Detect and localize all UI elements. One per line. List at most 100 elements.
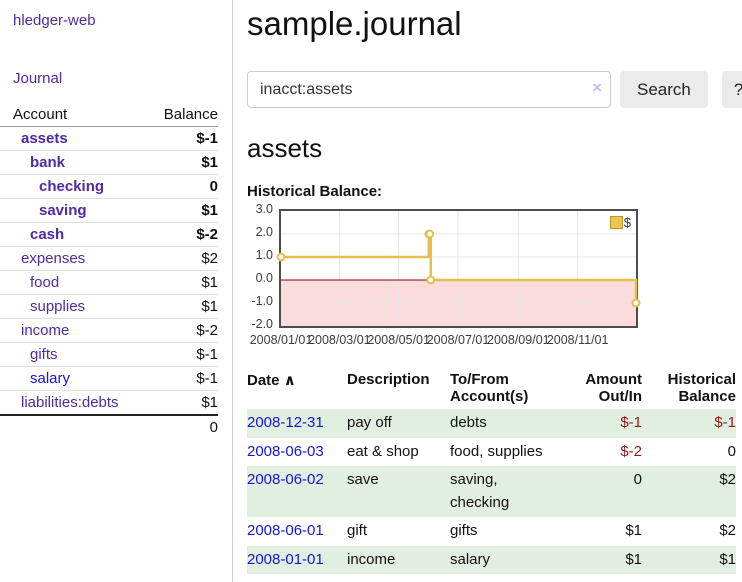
account-balance: $1 [201,274,218,291]
chart-title: Historical Balance: [247,183,383,201]
x-axis-tick-label: 2008/03/01 [308,333,371,348]
account-row: income $-2 [0,319,218,343]
transaction-balance: $2 [719,522,736,540]
accounts-table: Account Balance assets $-1 bank $1 checking 0… [0,103,218,439]
transaction-date-link[interactable]: 2008-06-01 [247,522,324,540]
account-balance: $-1 [196,130,218,147]
search-button[interactable]: Search [620,71,708,109]
col-header-amount: Amount Out/In [585,371,642,406]
account-balance: $-1 [196,346,218,363]
sidebar-account-expenses[interactable]: expenses [21,250,86,267]
account-balance: $-1 [196,370,218,387]
x-axis-tick-label: 2008/07/01 [426,333,490,348]
account-balance: $1 [201,394,218,411]
transaction-date-link[interactable]: 2008-12-31 [247,414,324,432]
transaction-amount: $1 [625,550,642,568]
historical-balance-chart: 3.0 2.0 1.0 0.0 -1.0 -2.0 $ 2008/01/01 2008/03… [247,202,742,353]
x-axis-tick-label: 2008/09/01 [487,333,550,348]
transaction-balance: $1 [719,550,736,568]
y-axis-tick-label: 1.0 [255,248,273,263]
y-axis-tick-label: -2.0 [251,317,273,332]
transaction-balance: 0 [727,442,736,460]
transaction-row: 2008-12-31 pay off debts $-1 $-1 [247,409,736,438]
x-axis-tick-label: 2008/11/01 [546,333,609,348]
sidebar-account-food[interactable]: food [30,274,60,291]
account-balance: $1 [201,298,218,315]
col-header-balance: Historical Balance [667,371,736,406]
sidebar-account-saving[interactable]: saving [39,202,87,219]
account-row: saving $1 [0,199,218,223]
transaction-amount: 0 [633,470,642,488]
transaction-row: 2008-06-02 save saving, checking 0 $2 [247,465,736,518]
account-row: gifts $-1 [0,343,218,367]
account-row: salary $-1 [0,367,218,391]
page-title: sample.journal [247,5,462,42]
register-table: Date ∧ Description To/From Account(s) Am… [247,369,736,574]
y-axis-tick-label: -1.0 [251,294,273,309]
account-row: checking 0 [0,175,218,199]
main-content: sample.journal × Search ? assets Histori… [233,0,742,574]
account-balance: $2 [201,250,218,267]
search-input[interactable] [247,71,611,109]
account-heading: assets [247,133,323,164]
transaction-date-link[interactable]: 2008-06-02 [247,470,324,488]
app-title-link[interactable]: hledger-web [13,12,96,29]
register-header-row: Date ∧ Description To/From Account(s) Am… [247,369,736,409]
sidebar-account-bank[interactable]: bank [30,154,66,171]
legend-swatch-icon [609,216,623,230]
transaction-description: income [347,550,396,568]
accounts-total: 0 [209,419,218,436]
account-balance: $-2 [196,322,218,339]
accounts-header-row: Account Balance [0,103,218,127]
account-balance: $-2 [196,226,218,243]
chart-plot-area[interactable]: $ [276,209,641,329]
sidebar: hledger-web Journal Account Balance asse… [0,0,233,582]
transaction-accounts: salary [450,550,491,568]
sidebar-item-journal[interactable]: Journal [13,70,63,87]
sidebar-account-cash[interactable]: cash [30,226,65,243]
accounts-total-row: 0 [0,415,218,439]
col-header-accounts: To/From Account(s) [450,371,529,406]
col-header-description: Description [347,371,430,389]
x-axis-tick-label: 2008/05/01 [367,333,430,348]
sidebar-account-gifts[interactable]: gifts [30,346,58,363]
chart-canvas [276,211,641,327]
sidebar-account-liabilities-debts[interactable]: liabilities:debts [21,394,119,411]
sidebar-account-supplies[interactable]: supplies [30,298,86,315]
transaction-accounts: food, supplies [450,442,543,460]
search-form: × Search ? [247,71,742,109]
accounts-header-balance: Balance [149,103,218,127]
sidebar-account-assets[interactable]: assets [21,130,68,147]
transaction-accounts: gifts [450,522,478,540]
transaction-row: 2008-01-01 income salary $1 $1 [247,545,736,574]
transaction-date-link[interactable]: 2008-06-03 [247,442,324,460]
transaction-balance: $2 [719,470,736,488]
search-input-wrap: × [247,71,611,109]
account-balance: $1 [201,202,218,219]
transaction-amount: $-2 [620,442,642,460]
clear-search-icon[interactable]: × [592,78,602,98]
y-axis-tick-label: 2.0 [255,225,273,240]
sidebar-account-salary[interactable]: salary [30,370,71,387]
transaction-row: 2008-06-01 gift gifts $1 $2 [247,517,736,545]
transaction-balance: $-1 [714,414,736,432]
help-button[interactable]: ? [721,71,742,109]
transaction-description: gift [347,522,368,540]
transaction-accounts: debts [450,414,487,432]
sidebar-account-checking[interactable]: checking [39,178,105,195]
account-row: assets $-1 [0,127,218,151]
chart-legend: $ [607,214,633,232]
legend-label: $ [623,215,631,231]
transaction-description: pay off [347,414,392,432]
col-header-date[interactable]: Date ∧ [247,372,296,390]
sort-asc-icon: ∧ [283,372,296,390]
account-row: bank $1 [0,151,218,175]
account-row: liabilities:debts $1 [0,391,218,415]
transaction-description: eat & shop [347,442,419,460]
account-balance: 0 [209,178,218,195]
transaction-amount: $-1 [620,414,642,432]
y-axis-tick-label: 0.0 [255,271,273,286]
x-axis-tick-label: 2008/01/01 [249,333,313,348]
sidebar-account-income[interactable]: income [21,322,70,339]
transaction-date-link[interactable]: 2008-01-01 [247,550,324,568]
